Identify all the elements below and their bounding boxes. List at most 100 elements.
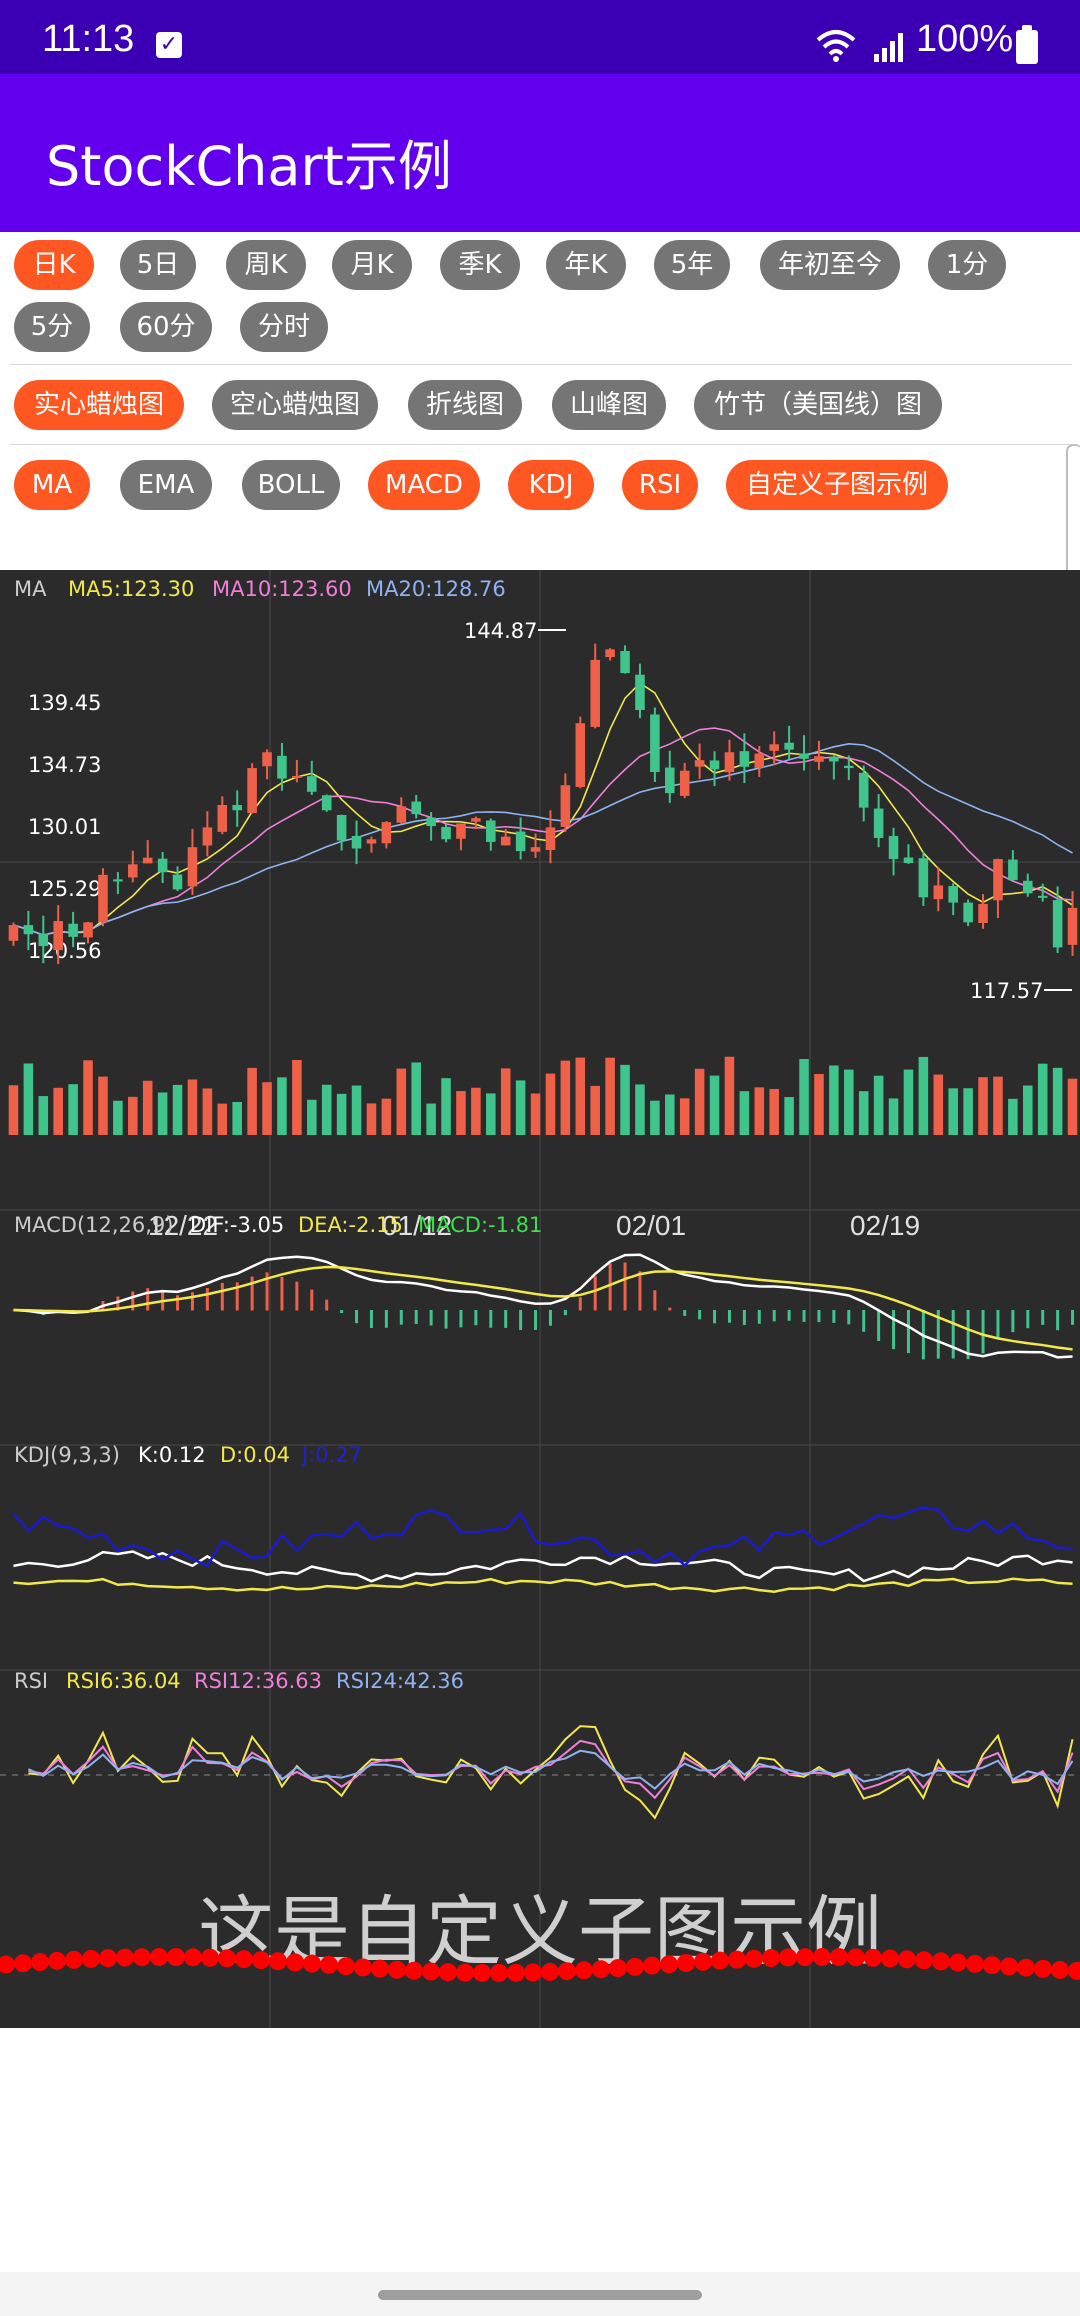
candle-body — [351, 835, 362, 849]
chip-ohlc-chart[interactable]: 竹节（美国线）图 — [694, 380, 942, 430]
chip-macd[interactable]: MACD — [368, 460, 480, 510]
chip-period-1min[interactable]: 1分 — [928, 240, 1006, 290]
volume-bar — [888, 1098, 899, 1135]
volume-bar — [441, 1078, 451, 1135]
volume-bar — [426, 1103, 436, 1135]
chip-period-month[interactable]: 月K — [332, 240, 412, 290]
status-bar: 11:13 ✓ 100% — [0, 0, 1080, 74]
custom-dot — [575, 1961, 593, 1980]
chip-period-year[interactable]: 年K — [546, 240, 626, 290]
volume-bar — [754, 1087, 765, 1135]
volume-bar — [903, 1069, 914, 1135]
stock-chart[interactable]: MA MA5:123.30 MA10:123.60 MA20:128.76 13… — [0, 570, 1080, 2028]
volume-bar — [172, 1084, 183, 1135]
home-gesture-handle[interactable] — [378, 2290, 702, 2300]
volume-bar — [456, 1091, 466, 1135]
candle-body — [665, 767, 675, 794]
time-tick: 01/12 — [382, 1210, 452, 1241]
custom-subchart-dots — [0, 1948, 1080, 1982]
volume-bar — [500, 1068, 511, 1135]
kdj-k-legend: K:0.12 — [138, 1443, 206, 1467]
volume-bar — [814, 1074, 824, 1135]
candle-body — [650, 714, 660, 773]
custom-dot — [745, 1949, 763, 1968]
chip-period-quarter[interactable]: 季K — [440, 240, 520, 290]
candle-body — [486, 820, 496, 842]
custom-dot — [388, 1960, 406, 1979]
chip-boll[interactable]: BOLL — [242, 460, 340, 510]
chip-period-60min[interactable]: 60分 — [120, 302, 212, 352]
volume-bar — [38, 1096, 49, 1135]
volume-bar — [1067, 1078, 1078, 1135]
chip-period-5day[interactable]: 5日 — [120, 240, 196, 290]
candle-body — [157, 858, 168, 873]
custom-dot — [813, 1948, 831, 1967]
candle-body — [679, 770, 690, 796]
custom-dot — [252, 1951, 270, 1970]
rsi-legend-name: RSI — [14, 1669, 48, 1693]
custom-dot — [48, 1951, 66, 1970]
custom-dot — [14, 1954, 32, 1973]
chip-ema[interactable]: EMA — [120, 460, 212, 510]
low-price-label: 117.57 — [970, 979, 1043, 1003]
candle-body — [844, 765, 854, 769]
candle-body — [500, 836, 511, 846]
custom-dot — [167, 1948, 185, 1967]
custom-dot — [1034, 1959, 1052, 1978]
macd-dea-legend: DEA:-2.15 — [298, 1213, 403, 1237]
candle-body — [530, 847, 541, 852]
volume-bar — [694, 1068, 705, 1135]
custom-dot — [983, 1956, 1001, 1975]
custom-dot — [694, 1952, 712, 1971]
candle-body — [590, 659, 600, 727]
candle-body — [709, 760, 720, 770]
volume-bar — [1008, 1098, 1018, 1135]
volume-bar — [650, 1100, 660, 1135]
chip-mountain-chart[interactable]: 山峰图 — [552, 380, 666, 430]
candle-body — [53, 921, 63, 951]
volume-bar — [98, 1076, 108, 1135]
candle-body — [426, 817, 436, 827]
custom-dot — [966, 1954, 984, 1973]
signal-icon — [874, 33, 903, 62]
chip-solid-candle[interactable]: 实心蜡烛图 — [14, 380, 184, 430]
chip-period-5year[interactable]: 5年 — [654, 240, 730, 290]
chip-period-ytd[interactable]: 年初至今 — [760, 240, 900, 290]
chip-custom-subchart[interactable]: 自定义子图示例 — [726, 460, 948, 510]
custom-dot — [286, 1953, 304, 1972]
volume-bar — [83, 1060, 93, 1135]
volume-bar — [396, 1068, 407, 1135]
chip-hollow-candle[interactable]: 空心蜡烛图 — [212, 380, 378, 430]
volume-bar — [262, 1082, 272, 1135]
chip-period-week[interactable]: 周K — [226, 240, 306, 290]
volume-bar — [545, 1073, 556, 1135]
volume-bar — [724, 1056, 735, 1135]
kdj-d-legend: D:0.04 — [220, 1443, 290, 1467]
chip-period-5min[interactable]: 5分 — [14, 302, 90, 352]
custom-dot — [1068, 1961, 1080, 1980]
custom-dot — [898, 1950, 916, 1969]
candle-body — [829, 756, 839, 762]
chip-rsi[interactable]: RSI — [622, 460, 698, 510]
rsi24-legend: RSI24:42.36 — [336, 1669, 464, 1693]
custom-dot — [150, 1948, 168, 1967]
custom-dot — [473, 1963, 491, 1982]
chip-period-timeshare[interactable]: 分时 — [240, 302, 328, 352]
custom-dot — [218, 1949, 236, 1968]
divider — [10, 444, 1072, 445]
volume-bar — [53, 1087, 63, 1135]
volume-bar — [232, 1101, 242, 1135]
volume-bar — [769, 1088, 779, 1135]
volume-bar — [709, 1075, 720, 1135]
rsi12-line — [28, 1739, 1074, 1800]
candle-body — [620, 650, 630, 674]
chip-line-chart[interactable]: 折线图 — [408, 380, 522, 430]
custom-dot — [116, 1948, 134, 1967]
custom-dot — [796, 1948, 814, 1967]
wifi-icon — [816, 30, 856, 62]
candle-body — [38, 933, 49, 947]
chip-kdj[interactable]: KDJ — [508, 460, 594, 510]
chip-period-day[interactable]: 日K — [14, 240, 94, 290]
chip-ma[interactable]: MA — [14, 460, 90, 510]
custom-dot — [643, 1956, 661, 1975]
